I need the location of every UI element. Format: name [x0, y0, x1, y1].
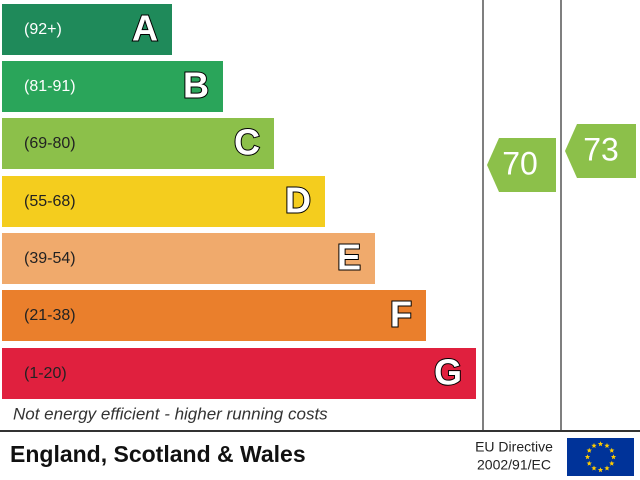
- band-letter: C: [234, 122, 260, 163]
- eu-star: [609, 460, 615, 466]
- eu-stars: [584, 441, 617, 473]
- band: (1-20) G: [2, 348, 476, 399]
- band: (55-68) D: [2, 176, 325, 227]
- band-bar: [2, 61, 223, 112]
- band-range: (39-54): [24, 250, 76, 267]
- band-letter: E: [337, 237, 361, 278]
- band: (21-38) F: [2, 290, 426, 341]
- eu-star: [597, 441, 604, 447]
- band-bar: [2, 176, 325, 227]
- band-letter: A: [132, 8, 158, 49]
- band-bar: [2, 4, 172, 55]
- directive: 2002/91/EC: [477, 457, 551, 473]
- band: (39-54) E: [2, 233, 375, 284]
- eu-star: [584, 454, 591, 460]
- band-range: (21-38): [24, 307, 76, 324]
- potential-arrow: [565, 124, 636, 178]
- band-range: (1-20): [24, 365, 67, 382]
- eu-star: [604, 465, 610, 471]
- band-bar: [2, 118, 274, 169]
- band: (81-91) B: [2, 61, 223, 112]
- directive: EU Directive: [475, 439, 553, 455]
- region: England, Scotland & Wales: [10, 441, 306, 467]
- band-range: (69-80): [24, 135, 76, 152]
- band-range: (55-68): [24, 193, 76, 210]
- eu-star: [604, 442, 610, 449]
- current-score: 70: [502, 145, 538, 181]
- band-bar: [2, 348, 476, 399]
- eu-star: [586, 460, 592, 466]
- band-bar: [2, 290, 426, 341]
- eu-star: [597, 467, 604, 473]
- band-letter: B: [183, 65, 209, 106]
- current-arrow: [487, 138, 556, 192]
- band-letter: D: [285, 180, 311, 221]
- band-range: (81-91): [24, 78, 76, 95]
- eu-star: [610, 454, 617, 460]
- band-letter: G: [434, 352, 462, 393]
- band-letter: F: [390, 294, 412, 335]
- band: (92+) A: [2, 4, 172, 55]
- note: Not energy efficient - higher running co…: [13, 404, 328, 423]
- band-range: (92+): [24, 21, 62, 38]
- band-bar: [2, 233, 375, 284]
- eu-star: [591, 465, 597, 471]
- eu-star: [591, 442, 597, 449]
- potential-score: 73: [583, 131, 619, 167]
- eu-star: [609, 447, 615, 453]
- band: (69-80) C: [2, 118, 274, 169]
- eu-star: [586, 447, 592, 453]
